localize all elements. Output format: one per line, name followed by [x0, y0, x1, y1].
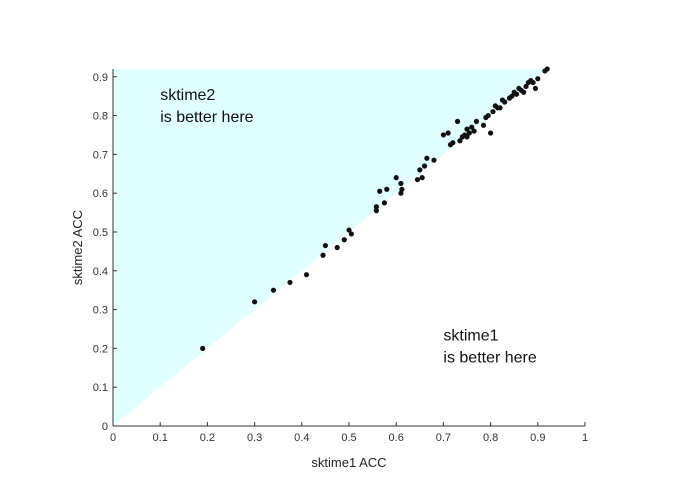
annotation-line: sktime1: [443, 328, 498, 345]
data-point: [509, 93, 515, 99]
x-tick-label: 0.8: [483, 432, 498, 444]
data-point: [457, 138, 463, 144]
data-point: [454, 118, 461, 124]
annotation-line: is better here: [443, 350, 536, 367]
y-tick-label: 0.8: [93, 111, 108, 123]
data-point: [393, 175, 399, 181]
x-tick-label: 0.6: [389, 432, 404, 444]
data-point: [334, 244, 340, 251]
y-tick-label: 0.4: [93, 266, 108, 278]
data-point: [445, 130, 451, 136]
y-tick-label: 0: [102, 421, 108, 433]
points-layer: [200, 66, 550, 351]
data-point: [521, 89, 527, 95]
sktime2-better-region: [113, 69, 548, 426]
data-point: [384, 186, 390, 192]
data-point: [341, 237, 347, 243]
data-point: [200, 345, 206, 351]
data-point: [471, 128, 477, 134]
data-point: [530, 79, 536, 86]
data-point: [424, 155, 430, 161]
data-point: [532, 85, 539, 92]
data-point: [544, 66, 550, 72]
data-point: [480, 122, 487, 128]
axes-layer: 0 0.1 0.2 0.3 0.4 0.5 0.6 0.7 0.8 0.9 1 0 0.1 0.2 0.3 0…: [93, 69, 588, 444]
data-point: [322, 242, 328, 249]
x-tick-label: 0.2: [200, 432, 215, 444]
data-point: [320, 252, 326, 258]
x-tick-label: 0.3: [247, 432, 262, 444]
y-tick-label: 0.3: [93, 305, 108, 317]
y-tick-label: 0.9: [93, 72, 108, 84]
data-point: [377, 188, 383, 194]
data-point: [398, 190, 404, 196]
data-point: [414, 176, 421, 183]
data-point: [488, 130, 494, 136]
data-point: [270, 287, 277, 293]
data-point: [450, 140, 456, 146]
annotation-line: is better here: [160, 109, 253, 126]
data-point: [502, 99, 508, 105]
x-tick-label: 0.4: [294, 432, 309, 444]
data-point: [485, 112, 491, 119]
data-point: [497, 105, 503, 111]
data-point: [469, 124, 475, 130]
y-tick-label: 0.7: [93, 149, 108, 161]
y-tick-label: 0.5: [93, 227, 108, 239]
data-point: [513, 91, 520, 97]
data-point: [440, 132, 446, 138]
data-point: [523, 83, 529, 90]
annotation-sktime2-better: sktime2 is better here: [160, 87, 253, 126]
data-point: [399, 186, 405, 192]
data-point: [431, 157, 437, 163]
data-point: [466, 130, 472, 136]
y-tick-label: 0.6: [93, 188, 108, 200]
x-tick-label: 0.9: [530, 432, 545, 444]
data-point: [535, 76, 541, 82]
text-layer: sktime1 ACC sktime2 ACC sktime2 is better h…: [70, 87, 537, 470]
data-point: [464, 134, 470, 140]
data-point: [464, 126, 470, 132]
x-tick-label: 0.5: [341, 432, 356, 444]
data-point: [490, 109, 496, 115]
data-point: [348, 231, 354, 237]
data-point: [287, 279, 293, 286]
data-point: [419, 175, 425, 181]
x-tick-label: 1: [582, 432, 588, 444]
annotation-sktime1-better: sktime1 is better here: [443, 328, 536, 367]
y-axis-label: sktime2 ACC: [70, 210, 85, 285]
data-point: [303, 272, 310, 278]
x-axis-label: sktime1 ACC: [311, 455, 386, 470]
x-tick-label: 0: [110, 432, 116, 444]
y-tick-label: 0.1: [93, 382, 108, 394]
data-point: [252, 299, 258, 305]
region-layer: [113, 69, 548, 426]
data-point: [381, 200, 387, 206]
x-tick-label: 0.1: [153, 432, 168, 444]
data-point: [473, 118, 480, 124]
x-tick-label: 0.7: [436, 432, 451, 444]
data-point: [373, 204, 379, 210]
data-point: [417, 167, 423, 173]
y-tick-label: 0.2: [93, 343, 108, 355]
data-point: [346, 227, 352, 233]
data-point: [421, 163, 428, 169]
data-point: [373, 208, 379, 214]
annotation-line: sktime2: [160, 87, 215, 104]
data-point: [398, 180, 404, 187]
